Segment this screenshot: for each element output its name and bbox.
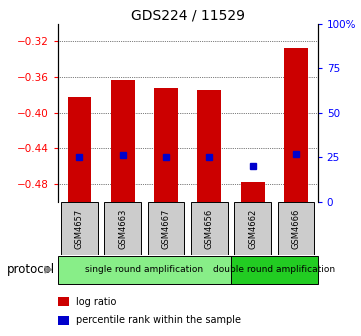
Text: GSM4662: GSM4662	[248, 208, 257, 249]
Bar	[68, 97, 91, 202]
Text: double round amplification: double round amplification	[213, 265, 335, 274]
Bar	[234, 202, 271, 255]
Bar	[278, 202, 314, 255]
Text: log ratio: log ratio	[76, 297, 116, 307]
Text: protocol: protocol	[7, 263, 55, 276]
Bar	[154, 88, 178, 202]
Bar	[148, 202, 184, 255]
Title: GDS224 / 11529: GDS224 / 11529	[131, 8, 245, 23]
Text: GSM4656: GSM4656	[205, 208, 214, 249]
Text: GSM4663: GSM4663	[118, 208, 127, 249]
Bar	[191, 202, 228, 255]
Bar	[61, 202, 98, 255]
Text: GSM4667: GSM4667	[162, 208, 170, 249]
Text: GSM4657: GSM4657	[75, 208, 84, 249]
Bar	[111, 80, 135, 202]
Text: GSM4666: GSM4666	[292, 208, 300, 249]
Bar	[197, 90, 221, 202]
Text: percentile rank within the sample: percentile rank within the sample	[76, 315, 241, 325]
Text: single round amplification: single round amplification	[85, 265, 204, 274]
Bar	[241, 182, 265, 202]
Bar	[284, 48, 308, 202]
Bar	[104, 202, 141, 255]
